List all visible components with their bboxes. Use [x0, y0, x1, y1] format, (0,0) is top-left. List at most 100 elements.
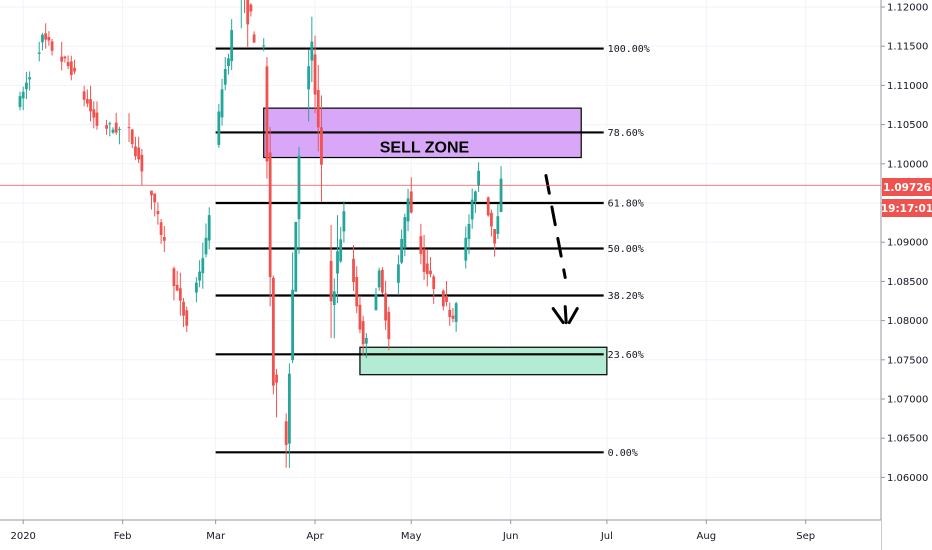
price-tick-label: 1.10500	[887, 120, 928, 131]
candle-body	[451, 315, 455, 319]
candle-body	[230, 30, 234, 62]
price-tick-label: 1.10000	[887, 159, 928, 170]
candle-body	[275, 374, 278, 383]
candle-body	[185, 310, 189, 326]
time-tick-label: Jun	[502, 531, 519, 542]
candle-body	[486, 197, 490, 216]
candle-body	[118, 128, 121, 130]
time-tick-label: Apr	[306, 531, 324, 542]
candle-body	[50, 41, 54, 51]
candle-body	[499, 178, 503, 212]
zone-labels: SELL ZONE	[380, 140, 470, 157]
candle-body	[249, 4, 253, 12]
candle-body	[108, 123, 112, 125]
candle-body	[175, 284, 179, 291]
candle-body	[496, 216, 500, 234]
candle-body	[406, 198, 410, 222]
candle-body	[380, 269, 384, 293]
candle-body	[294, 221, 298, 292]
fib-level-label: 61.80%	[608, 199, 644, 210]
candle-body	[194, 282, 198, 293]
candle-body	[441, 290, 445, 307]
price-tick-label: 1.06500	[887, 434, 928, 445]
candle-body	[493, 229, 497, 244]
candle-body	[448, 309, 452, 318]
candle-body	[252, 34, 256, 43]
candle-body	[409, 191, 413, 213]
candles	[18, 0, 503, 468]
candle-body	[207, 215, 211, 241]
candle-body	[140, 154, 144, 172]
candle-body	[137, 147, 141, 160]
candle-body	[268, 152, 272, 278]
fib-retracement[interactable]: 100.00% 78.60% 61.80% 50.00% 38.20% 23.60% 0.0…	[215, 44, 650, 459]
grid-lines	[0, 0, 881, 520]
candle-body	[223, 68, 227, 85]
candle-body	[364, 337, 368, 344]
candle-body	[127, 127, 131, 129]
countdown-text: 19:17:01	[881, 203, 932, 215]
candle-body	[332, 291, 336, 306]
candle-body	[47, 36, 51, 41]
price-tick-label: 1.08000	[887, 316, 928, 327]
candle-body	[352, 258, 355, 283]
candle-body	[358, 304, 362, 330]
candle-body	[425, 263, 429, 275]
countdown-badge	[882, 199, 932, 217]
price-tick-label: 1.11000	[887, 81, 928, 92]
time-tick-label: Sep	[796, 531, 815, 542]
fib-level-label: 38.20%	[608, 291, 644, 302]
candle-body	[384, 293, 387, 321]
candle-body	[162, 237, 166, 241]
price-tick-label: 1.11500	[887, 42, 928, 53]
price-axis[interactable]: 1.120001.115001.110001.105001.100001.095…	[880, 0, 932, 550]
candle-body	[130, 129, 134, 145]
candle-body	[377, 270, 381, 288]
candle-body	[336, 251, 339, 274]
current-price-text: 1.09726	[883, 182, 931, 194]
time-tick-label: Feb	[114, 531, 132, 542]
candle-body	[490, 212, 493, 227]
candle-body	[464, 237, 468, 261]
fib-level-label: 0.00%	[608, 448, 638, 459]
candle-body	[204, 237, 208, 255]
candle-body	[201, 258, 205, 274]
candle-body	[403, 217, 407, 248]
candle-body	[66, 62, 70, 67]
projection-arrowhead-center	[563, 305, 568, 325]
candle-body	[159, 222, 163, 236]
candle-body	[172, 268, 176, 287]
projection-arrowhead-left	[551, 307, 565, 325]
candle-body	[473, 191, 477, 202]
candle-body	[387, 311, 391, 340]
price-tick-label: 1.12000	[887, 3, 928, 14]
candle-body	[246, 0, 250, 25]
candle-body	[153, 193, 157, 203]
time-tick-label: May	[401, 531, 422, 542]
candle-body	[320, 127, 323, 165]
candle-body	[310, 41, 314, 61]
time-tick-label: Aug	[697, 531, 717, 542]
fib-level-label: 78.60%	[608, 128, 644, 139]
candle-body	[105, 125, 108, 129]
candle-body	[467, 223, 471, 240]
candle-body	[220, 89, 224, 118]
buy-zone	[359, 346, 608, 376]
candle-body	[284, 421, 288, 445]
fib-level-label: 23.60%	[608, 350, 644, 361]
candle-body	[150, 190, 153, 196]
candle-body	[470, 199, 474, 220]
price-tick-label: 1.07000	[887, 395, 928, 406]
candle-body	[265, 66, 269, 162]
candle-body	[82, 91, 86, 100]
candle-body	[111, 129, 115, 133]
candle-body	[313, 54, 317, 95]
candle-body	[198, 271, 201, 281]
price-tick-label: 1.06000	[887, 473, 928, 484]
candle-body	[44, 33, 48, 40]
candle-body	[297, 155, 301, 220]
time-axis[interactable]: 2020 Feb Mar Apr May Jun Jul Aug Sep	[0, 519, 881, 550]
candle-body	[307, 66, 311, 90]
